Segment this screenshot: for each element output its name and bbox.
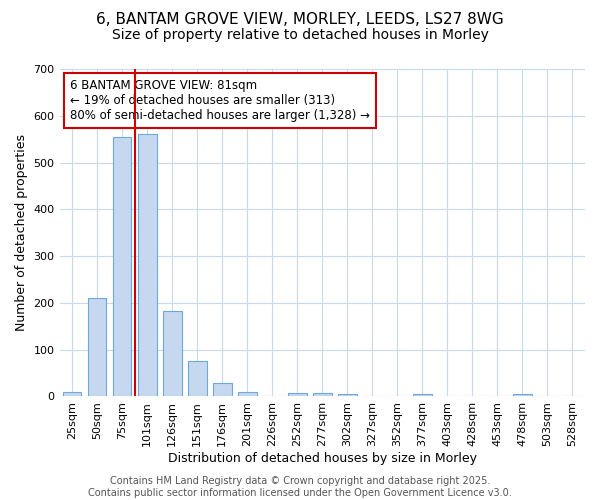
Bar — [238, 392, 257, 396]
Text: 6 BANTAM GROVE VIEW: 81sqm
← 19% of detached houses are smaller (313)
80% of sem: 6 BANTAM GROVE VIEW: 81sqm ← 19% of deta… — [70, 79, 370, 122]
Text: Size of property relative to detached houses in Morley: Size of property relative to detached ho… — [112, 28, 488, 42]
Bar — [88, 298, 106, 396]
X-axis label: Distribution of detached houses by size in Morley: Distribution of detached houses by size … — [168, 452, 477, 465]
Bar — [288, 392, 307, 396]
Bar — [188, 362, 206, 396]
Bar — [413, 394, 432, 396]
Bar — [163, 311, 182, 396]
Bar — [113, 137, 131, 396]
Bar — [338, 394, 356, 396]
Bar — [313, 392, 332, 396]
Bar — [138, 134, 157, 396]
Text: Contains HM Land Registry data © Crown copyright and database right 2025.
Contai: Contains HM Land Registry data © Crown c… — [88, 476, 512, 498]
Bar — [213, 384, 232, 396]
Bar — [513, 394, 532, 396]
Y-axis label: Number of detached properties: Number of detached properties — [15, 134, 28, 331]
Text: 6, BANTAM GROVE VIEW, MORLEY, LEEDS, LS27 8WG: 6, BANTAM GROVE VIEW, MORLEY, LEEDS, LS2… — [96, 12, 504, 28]
Bar — [62, 392, 82, 396]
